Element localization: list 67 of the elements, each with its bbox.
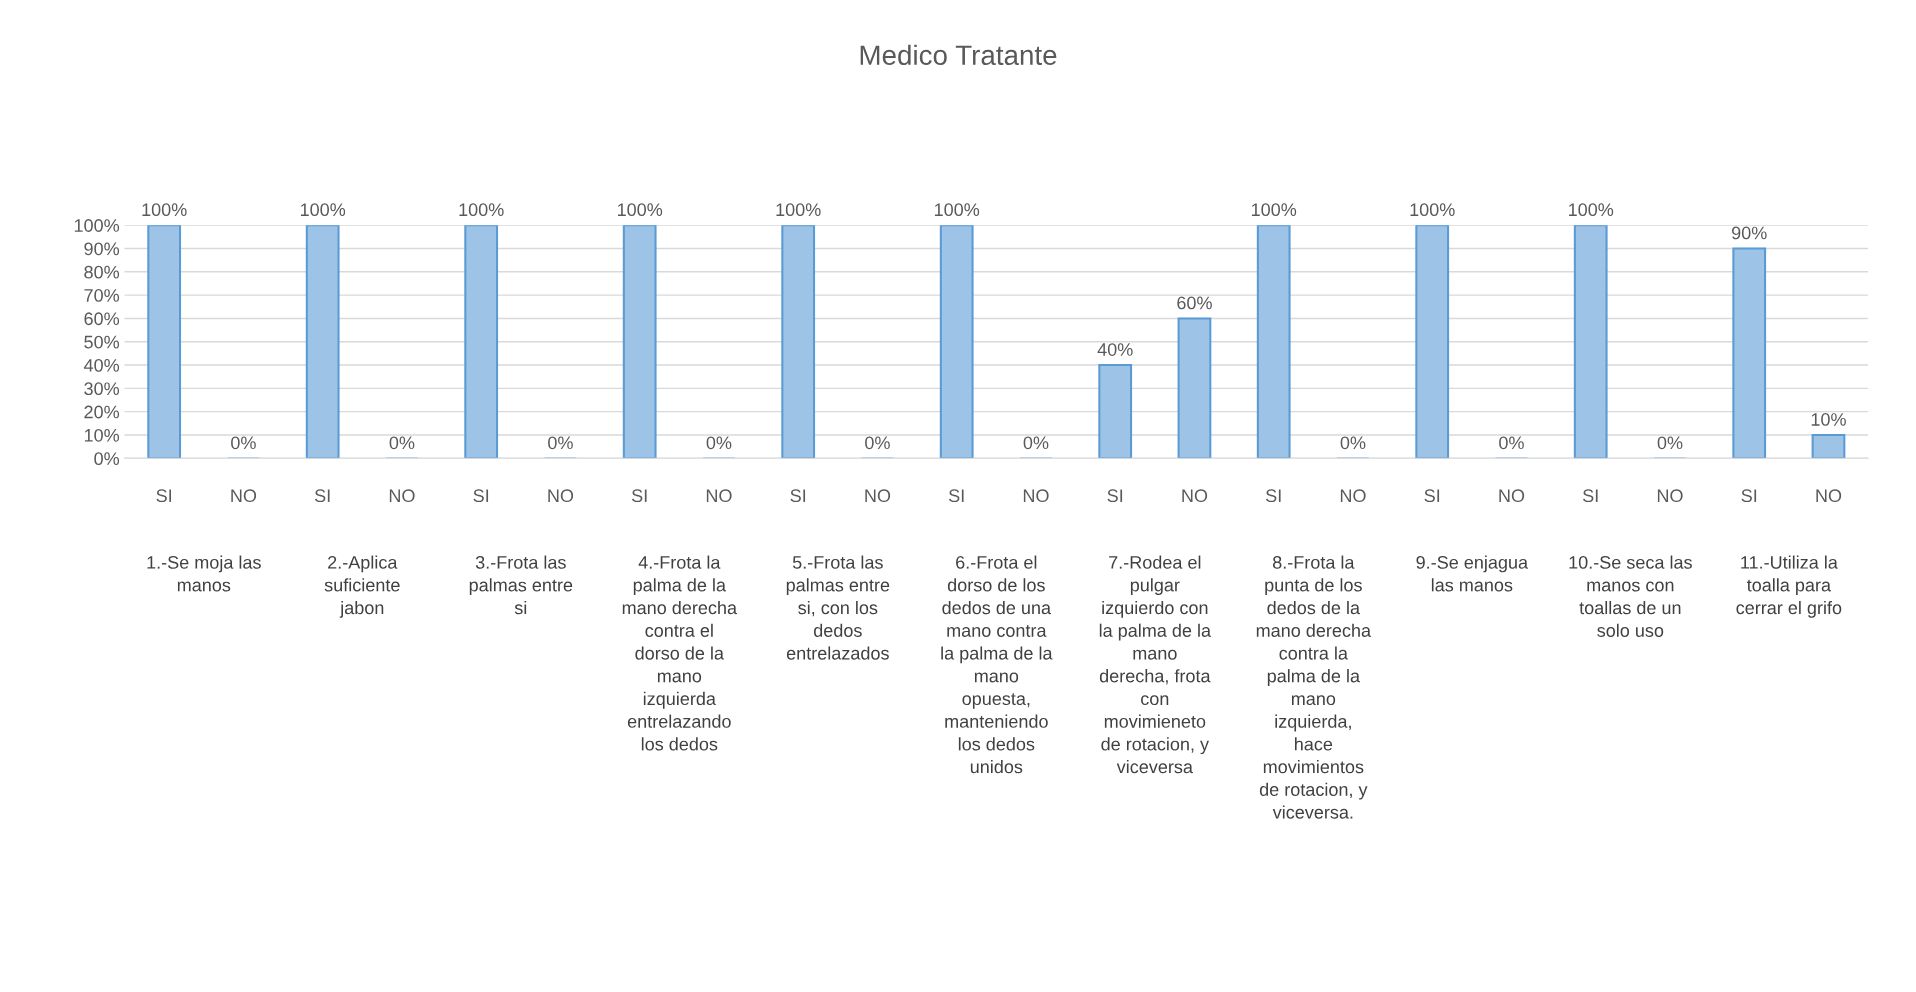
data-label: 0% — [706, 436, 732, 450]
data-label: 100% — [617, 203, 663, 217]
data-label: 10% — [1811, 413, 1846, 426]
text: 3.-Frota las palmas entre si — [469, 555, 573, 615]
x-tick-label: SI — [1107, 489, 1123, 503]
y-tick-label: 100% — [74, 219, 120, 232]
chart-title: Medico Tratante — [860, 44, 1057, 66]
text: 4.-Frota la palma de la mano derecha contra el dorso de la mano izquierda entrelazando los dedos — [622, 555, 738, 751]
data-label: 100% — [300, 203, 346, 217]
y-tick-label: 50% — [84, 335, 120, 349]
data-label: 0% — [389, 436, 415, 450]
y-tick-label: 80% — [84, 265, 120, 279]
text: 1.-Se moja las manos — [147, 555, 261, 592]
x-tick-label: SI — [948, 489, 964, 503]
x-tick-label: SI — [473, 489, 489, 503]
x-tick-label: NO — [1340, 489, 1366, 503]
x-tick-label: NO — [1657, 489, 1683, 503]
data-label: 100% — [1410, 203, 1455, 217]
x-tick-label: NO — [1023, 489, 1049, 503]
x-tick-label: SI — [156, 489, 172, 503]
y-tick-label: 0% — [94, 452, 120, 466]
data-label: 90% — [1732, 226, 1767, 240]
data-label: 0% — [548, 436, 573, 450]
data-label: 0% — [1499, 436, 1524, 450]
y-tick-label: 30% — [84, 382, 120, 396]
y-tick-label: 40% — [83, 358, 120, 372]
data-label: 0% — [1657, 436, 1683, 450]
text: 6.-Frota el dorso de los dedos de una mano contra la palma de la mano opuesta, manteniendo los dedos unidos — [941, 555, 1053, 774]
x-tick-label: NO — [389, 489, 415, 503]
x-tick-label: NO — [706, 489, 732, 503]
y-tick-label: 60% — [84, 312, 120, 326]
data-label: 100% — [459, 203, 504, 217]
data-label: 0% — [1340, 436, 1366, 450]
text: 11.-Utiliza la toalla para cerrar el grifo — [1736, 555, 1842, 618]
x-tick-label: SI — [1741, 489, 1757, 503]
data-label: 0% — [865, 436, 890, 450]
x-tick-label: NO — [1182, 489, 1208, 503]
x-tick-label: NO — [1816, 489, 1842, 503]
x-tick-label: NO — [1499, 489, 1525, 503]
data-label: 60% — [1177, 296, 1212, 310]
y-tick-label: 20% — [84, 405, 120, 419]
data-label: 100% — [934, 203, 980, 217]
data-label: 0% — [1023, 436, 1049, 450]
y-tick-label: 70% — [84, 289, 120, 302]
text: 7.-Rodea el pulgar izquierdo con la palma de la mano derecha, frota con movimieneto de rotacion, y viceversa — [1099, 555, 1212, 774]
text: 10.-Se seca las manos con toallas de un solo uso — [1569, 555, 1692, 637]
data-label: 100% — [776, 203, 821, 217]
text: 8.-Frota la punta de los dedos de la mano derecha contra la palma de la mano izquierda, hace movimientos de rotacion, y viceversa. — [1256, 555, 1372, 819]
data-label: 40% — [1097, 343, 1133, 356]
text: 9.-Se enjagua las manos — [1416, 555, 1529, 592]
text: 2.-Aplica suficiente jabon — [324, 555, 400, 618]
data-label: 0% — [231, 436, 256, 450]
x-tick-label: SI — [1583, 489, 1598, 503]
x-tick-label: NO — [548, 489, 574, 503]
text: 5.-Frota las palmas entre si, con los dedos entrelazados — [786, 555, 890, 660]
x-tick-label: SI — [1266, 489, 1281, 503]
y-tick-label: 10% — [84, 428, 120, 442]
data-label: 100% — [1569, 203, 1614, 217]
x-tick-label: SI — [1424, 489, 1440, 503]
data-label: 100% — [142, 203, 187, 217]
x-tick-label: SI — [314, 489, 330, 503]
x-tick-label: SI — [790, 489, 806, 503]
x-tick-label: SI — [631, 489, 647, 503]
y-tick-label: 90% — [84, 242, 120, 256]
x-tick-label: NO — [231, 489, 257, 503]
data-label: 100% — [1251, 203, 1297, 217]
x-tick-label: NO — [865, 489, 891, 503]
